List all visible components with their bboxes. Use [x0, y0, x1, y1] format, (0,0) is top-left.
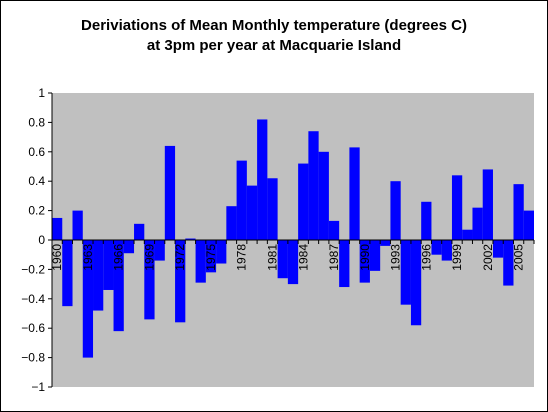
- bar-2001: [472, 207, 483, 240]
- bar-1998: [441, 240, 452, 261]
- bar-1960: [52, 217, 63, 240]
- bar-1985: [308, 131, 319, 240]
- chart-title: Deriviations of Mean Monthly temperature…: [0, 16, 548, 56]
- bar-1981: [267, 178, 278, 240]
- x-tick-label-1996: 1996: [419, 244, 433, 271]
- bar-1992: [380, 240, 391, 246]
- bar-1993: [390, 181, 401, 240]
- bar-1990: [359, 240, 370, 283]
- bar-1984: [298, 163, 309, 240]
- x-tick-label-1990: 1990: [358, 244, 372, 271]
- bar-1989: [349, 147, 360, 240]
- bar-1966: [113, 240, 124, 332]
- bar-2005: [513, 184, 524, 240]
- x-tick-label-1987: 1987: [327, 244, 341, 271]
- bar-1974: [195, 240, 206, 283]
- bar-2003: [492, 240, 504, 258]
- x-tick-label-1978: 1978: [235, 244, 249, 271]
- y-tick-label-8: −0.6: [21, 321, 45, 335]
- y-tick-label-4: 0.2: [28, 204, 45, 218]
- y-tick-label-0: 1: [38, 86, 45, 100]
- bar-1995: [410, 240, 422, 326]
- y-tick-label-10: −1: [31, 380, 45, 394]
- bar-1979: [246, 185, 258, 240]
- y-tick-label-9: −0.8: [21, 351, 45, 365]
- x-tick-label-1984: 1984: [296, 244, 310, 271]
- bar-1996: [421, 201, 432, 240]
- bar-1975: [205, 240, 217, 273]
- bar-1987: [328, 220, 340, 240]
- bar-1964: [93, 240, 104, 311]
- chart-title-line-2: at 3pm per year at Macquarie Island: [146, 37, 402, 54]
- bar-1982: [277, 240, 288, 279]
- bar-1983: [287, 240, 299, 285]
- bar-1980: [257, 119, 268, 240]
- x-tick-label-1975: 1975: [204, 244, 218, 271]
- bar-1991: [369, 240, 381, 271]
- bar-1999: [451, 175, 463, 240]
- bar-1969: [144, 240, 155, 320]
- bar-2004: [503, 240, 514, 286]
- chart-title-line-1: Deriviations of Mean Monthly temperature…: [81, 17, 467, 34]
- y-tick-label-1: 0.8: [28, 115, 45, 129]
- y-tick-label-5: 0: [38, 233, 45, 247]
- x-tick-label-1981: 1981: [265, 244, 279, 271]
- bar-1962: [72, 210, 83, 240]
- bar-1961: [62, 240, 73, 307]
- bar-1988: [339, 240, 350, 288]
- bar-1976: [216, 240, 227, 264]
- x-tick-label-1999: 1999: [450, 244, 464, 271]
- bar-1986: [318, 151, 329, 240]
- bar-1971: [164, 145, 176, 240]
- bar-1997: [431, 240, 442, 255]
- bar-1970: [154, 240, 165, 261]
- bar-1963: [82, 240, 94, 358]
- bar-1967: [123, 240, 135, 254]
- x-tick-label-1966: 1966: [112, 244, 126, 271]
- y-tick-label-7: −0.4: [21, 292, 45, 306]
- y-tick-label-6: −0.2: [21, 262, 45, 276]
- x-tick-label-1972: 1972: [173, 244, 187, 271]
- y-tick-label-3: 0.4: [28, 174, 45, 188]
- bar-1977: [226, 206, 237, 240]
- bar-1972: [175, 240, 186, 323]
- bar-1973: [185, 238, 196, 240]
- bar-2006: [523, 210, 534, 240]
- x-tick-label-1960: 1960: [50, 244, 64, 271]
- x-tick-label-1969: 1969: [142, 244, 156, 271]
- x-tick-label-2002: 2002: [481, 244, 495, 271]
- bar-2002: [482, 169, 493, 240]
- y-tick-label-2: 0.6: [28, 145, 45, 159]
- bar-1978: [236, 160, 247, 240]
- x-tick-label-1963: 1963: [81, 244, 95, 271]
- bar-1968: [134, 223, 145, 240]
- x-tick-label-2005: 2005: [512, 244, 526, 271]
- bar-1994: [400, 240, 411, 305]
- x-tick-label-1993: 1993: [389, 244, 403, 271]
- bar-2000: [462, 229, 473, 240]
- bar-1965: [103, 240, 114, 290]
